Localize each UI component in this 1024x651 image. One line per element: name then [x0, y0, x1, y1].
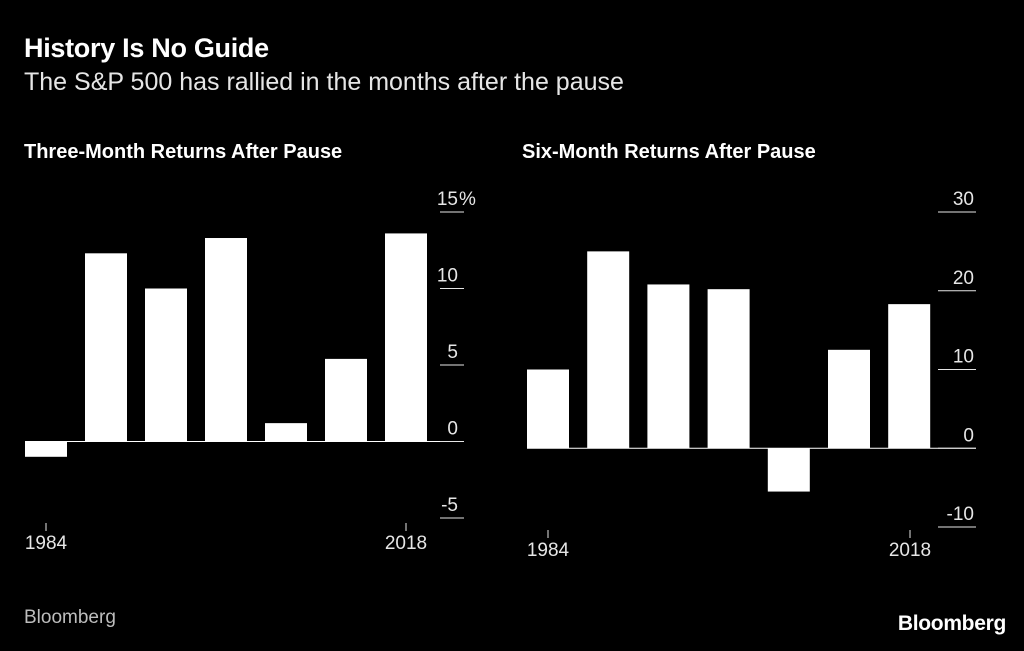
three-month-x-tick-label: 2018	[385, 533, 427, 554]
chart-title: History Is No Guide	[24, 33, 269, 63]
three-month-y-tick-label: -5	[441, 495, 458, 516]
six-month-y-tick-label: 10	[953, 347, 974, 368]
bloomberg-logo: Bloomberg	[897, 612, 1006, 635]
three-month-y-tick-label: 15	[437, 189, 458, 210]
six-month-y-tick-label: -10	[947, 504, 974, 525]
six-month-y-tick-label: 0	[963, 425, 974, 446]
three-month-bar	[325, 358, 367, 442]
six-month-bar	[707, 289, 750, 449]
three-month-bar	[265, 423, 307, 442]
three-month-y-tick-label: 0	[447, 419, 458, 440]
three-month-bar	[85, 253, 127, 442]
three-month-bar	[385, 233, 427, 442]
six-month-bar	[587, 251, 630, 449]
three-month-y-tick-label: 5	[447, 342, 458, 363]
six-month-y-tick-label: 30	[953, 189, 974, 210]
six-month-x-tick-label: 2018	[889, 540, 931, 561]
six-month-bar	[767, 448, 810, 492]
six-month-bar	[828, 349, 870, 449]
panel-title-three-month: Three-Month Returns After Pause	[24, 141, 343, 163]
six-month-y-tick-label: 20	[953, 268, 974, 289]
six-month-bar	[647, 284, 690, 449]
three-month-y-tick-label: 10	[437, 266, 458, 287]
three-month-bar	[145, 288, 187, 442]
six-month-bar	[527, 369, 569, 449]
three-month-y-unit-label: %	[459, 189, 476, 210]
three-month-bar	[25, 441, 67, 457]
source-label: Bloomberg	[24, 607, 116, 628]
six-month-bar	[888, 304, 931, 449]
panel-title-six-month: Six-Month Returns After Pause	[522, 141, 816, 163]
three-month-bar	[205, 238, 247, 442]
six-month-x-tick-label: 1984	[527, 540, 570, 561]
chart-subtitle: The S&P 500 has rallied in the months af…	[24, 68, 624, 96]
three-month-x-tick-label: 1984	[25, 533, 68, 554]
